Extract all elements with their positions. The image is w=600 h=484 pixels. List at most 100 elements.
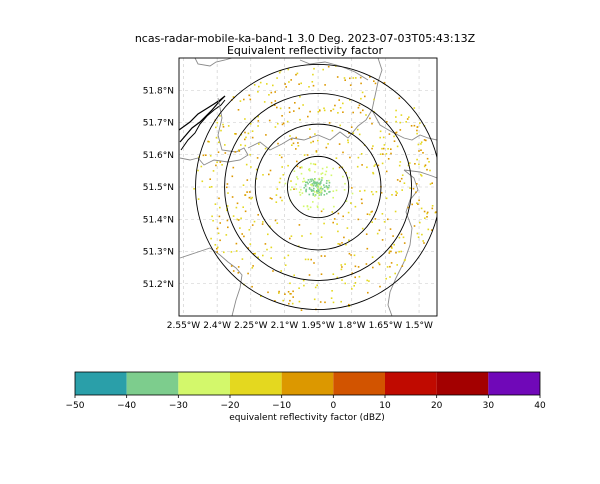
reflectivity-point <box>267 233 269 236</box>
reflectivity-point <box>269 169 272 172</box>
reflectivity-point <box>227 226 229 229</box>
reflectivity-point <box>320 210 323 213</box>
reflectivity-point <box>208 186 211 188</box>
reflectivity-point <box>300 188 302 191</box>
reflectivity-point <box>316 206 319 208</box>
reflectivity-point <box>274 104 276 106</box>
reflectivity-point <box>357 266 360 268</box>
reflectivity-point <box>232 215 235 217</box>
y-tick-label: 51.2°N <box>143 280 174 290</box>
colorbar-segment <box>436 372 489 395</box>
reflectivity-point <box>320 185 323 188</box>
reflectivity-point <box>366 213 369 215</box>
reflectivity-point <box>298 191 301 194</box>
reflectivity-point <box>281 166 283 168</box>
reflectivity-point <box>264 243 267 245</box>
reflectivity-point <box>360 153 363 155</box>
reflectivity-point <box>222 126 225 128</box>
reflectivity-point <box>382 147 385 150</box>
reflectivity-point <box>419 122 421 124</box>
reflectivity-point <box>327 186 330 189</box>
reflectivity-point <box>280 270 282 272</box>
reflectivity-point <box>309 232 312 235</box>
border-west <box>194 58 233 67</box>
reflectivity-point <box>307 182 309 185</box>
reflectivity-point <box>274 91 276 93</box>
reflectivity-point <box>255 168 258 171</box>
reflectivity-point <box>314 171 316 173</box>
reflectivity-point <box>219 239 221 242</box>
reflectivity-point <box>287 164 289 167</box>
reflectivity-point <box>341 266 343 268</box>
reflectivity-point <box>287 254 290 257</box>
reflectivity-point <box>348 239 350 241</box>
reflectivity-point <box>376 232 379 235</box>
coastline-bristol-channel <box>179 95 226 143</box>
reflectivity-point <box>234 151 237 153</box>
reflectivity-point <box>242 206 244 208</box>
reflectivity-point <box>420 207 423 210</box>
reflectivity-point <box>284 264 287 266</box>
reflectivity-point <box>309 169 311 172</box>
reflectivity-point <box>338 99 340 101</box>
reflectivity-point <box>336 276 339 279</box>
reflectivity-point <box>368 213 371 216</box>
reflectivity-point <box>395 109 397 112</box>
reflectivity-point <box>380 192 383 194</box>
reflectivity-point <box>363 189 366 192</box>
reflectivity-point <box>416 132 418 135</box>
reflectivity-point <box>339 243 341 245</box>
reflectivity-point <box>227 192 229 194</box>
reflectivity-point <box>290 138 293 141</box>
reflectivity-point <box>293 188 295 190</box>
reflectivity-point <box>244 138 246 141</box>
reflectivity-point <box>299 118 301 121</box>
reflectivity-point <box>219 222 221 224</box>
reflectivity-point <box>317 111 320 113</box>
reflectivity-point <box>341 279 343 281</box>
reflectivity-point <box>361 91 364 94</box>
reflectivity-point <box>311 81 314 83</box>
reflectivity-point <box>382 136 385 139</box>
reflectivity-point <box>316 186 319 189</box>
reflectivity-point <box>260 295 262 297</box>
reflectivity-point <box>373 98 375 101</box>
reflectivity-point <box>257 115 259 118</box>
reflectivity-point <box>371 221 373 223</box>
reflectivity-point <box>314 163 317 166</box>
reflectivity-point <box>300 172 303 175</box>
reflectivity-point <box>303 186 305 189</box>
reflectivity-point <box>235 242 238 245</box>
reflectivity-point <box>244 144 247 147</box>
reflectivity-point <box>318 188 321 191</box>
reflectivity-point <box>347 141 349 144</box>
reflectivity-point <box>313 67 315 70</box>
chart-subtitle: Equivalent reflectivity factor <box>227 44 384 57</box>
reflectivity-point <box>337 212 340 215</box>
reflectivity-point <box>318 109 321 111</box>
reflectivity-point <box>298 224 301 226</box>
reflectivity-point <box>227 125 230 127</box>
reflectivity-point <box>313 191 316 193</box>
reflectivity-point <box>379 285 381 288</box>
reflectivity-point <box>288 111 291 113</box>
reflectivity-point <box>292 142 295 145</box>
reflectivity-point <box>344 79 346 81</box>
reflectivity-point <box>303 180 306 183</box>
reflectivity-point <box>359 76 362 79</box>
reflectivity-point <box>416 202 418 204</box>
reflectivity-point <box>431 182 433 184</box>
reflectivity-point <box>239 227 241 229</box>
reflectivity-point <box>320 236 323 238</box>
reflectivity-point <box>275 194 278 196</box>
colorbar-segment <box>385 372 437 395</box>
reflectivity-point <box>388 250 391 253</box>
reflectivity-point <box>298 300 301 303</box>
reflectivity-point <box>427 228 430 231</box>
reflectivity-point <box>280 156 283 159</box>
reflectivity-point <box>381 213 384 215</box>
colorbar-label: equivalent reflectivity factor (dBZ) <box>229 413 385 423</box>
reflectivity-point <box>327 65 330 68</box>
reflectivity-point <box>328 179 330 182</box>
reflectivity-point <box>294 102 296 104</box>
